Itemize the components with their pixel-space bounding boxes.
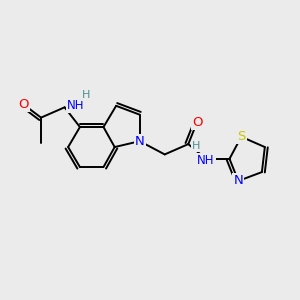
Text: O: O bbox=[192, 116, 202, 128]
Text: N: N bbox=[233, 174, 243, 188]
Text: O: O bbox=[18, 98, 28, 111]
Text: S: S bbox=[237, 130, 245, 143]
Text: NH: NH bbox=[197, 154, 215, 167]
Text: H: H bbox=[82, 90, 90, 100]
Text: N: N bbox=[135, 135, 145, 148]
Text: NH: NH bbox=[67, 99, 85, 112]
Text: H: H bbox=[191, 142, 200, 152]
